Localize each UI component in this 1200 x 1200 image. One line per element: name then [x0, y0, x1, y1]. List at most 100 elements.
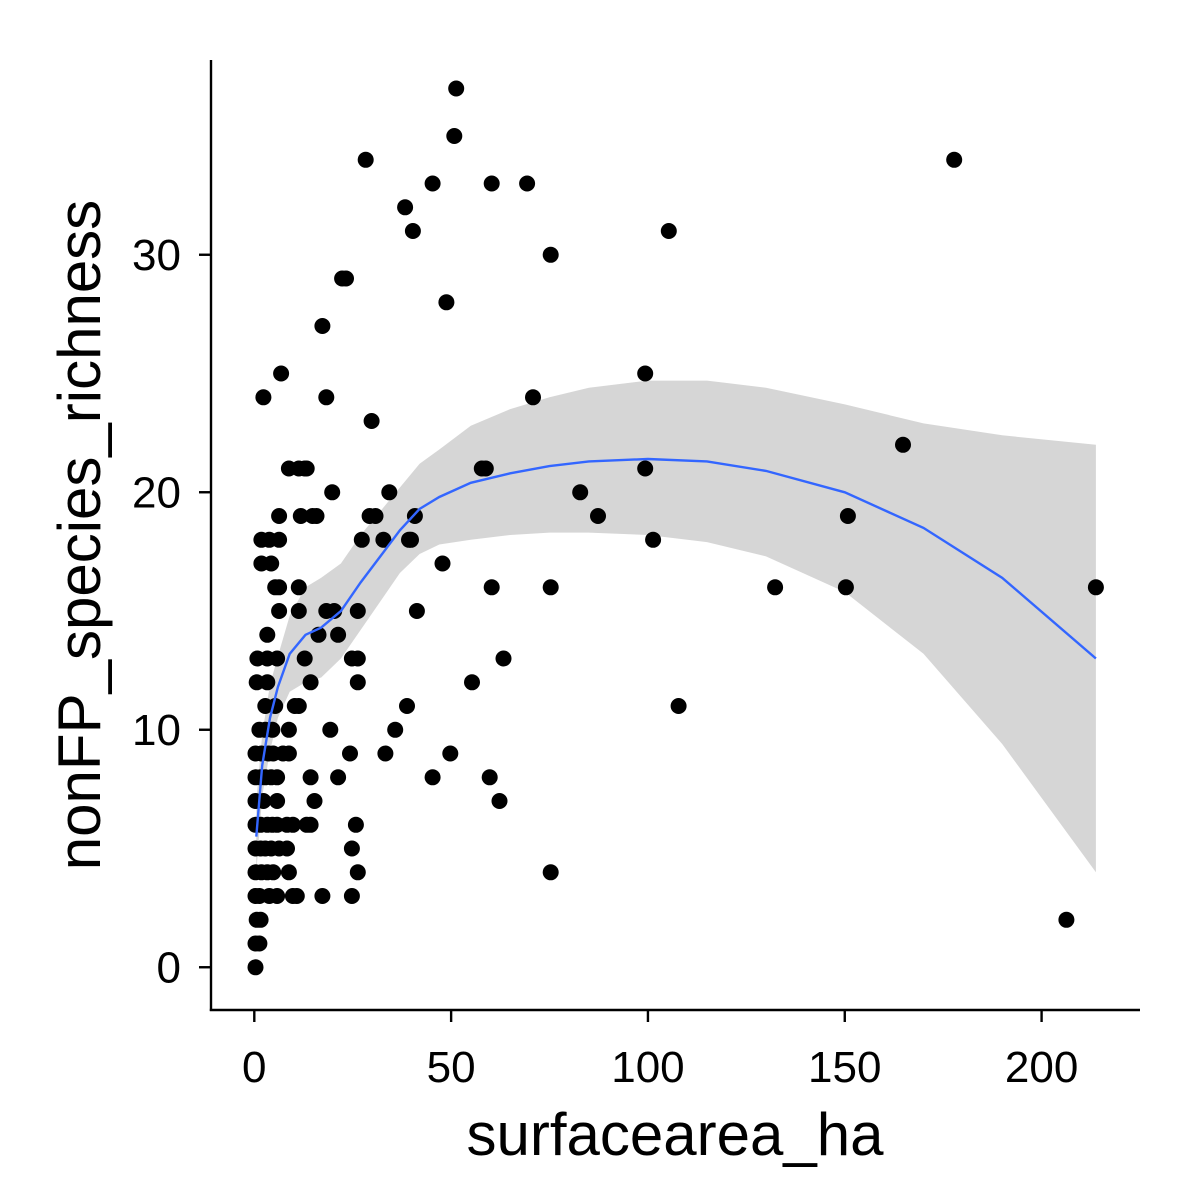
y-tick-label: 0: [157, 943, 181, 992]
smooth-line: [255, 457, 1097, 837]
data-point: [542, 579, 559, 596]
data-point: [322, 721, 339, 738]
x-axis-ticks: 0 50 100 150 200: [242, 1010, 1078, 1092]
data-point: [279, 840, 295, 857]
data-point: [491, 793, 508, 809]
data-point: [895, 436, 911, 453]
y-axis-ticks: 0 10 20 30: [132, 231, 211, 992]
data-point: [367, 508, 384, 524]
data-point: [349, 864, 366, 881]
y-tick-label: 20: [132, 468, 181, 517]
data-point: [280, 864, 297, 881]
data-point: [525, 389, 541, 406]
data-point: [837, 579, 854, 596]
data-point: [660, 223, 677, 239]
data-point: [280, 745, 297, 762]
data-point: [292, 508, 309, 524]
data-point: [397, 199, 414, 216]
data-point: [442, 745, 459, 762]
data-point: [269, 650, 286, 667]
data-point: [495, 650, 512, 667]
data-point: [286, 698, 303, 714]
data-point: [302, 816, 319, 833]
data-point: [946, 151, 963, 168]
data-point: [519, 175, 536, 192]
data-point: [290, 579, 307, 596]
data-point: [302, 674, 319, 691]
data-point: [338, 270, 354, 287]
data-point: [349, 674, 366, 691]
data-point: [252, 911, 269, 928]
data-point: [572, 484, 589, 501]
data-point: [296, 650, 313, 667]
data-point: [318, 389, 335, 406]
data-point: [670, 698, 687, 714]
data-point: [377, 745, 394, 762]
data-point: [464, 674, 480, 691]
data-point: [637, 365, 654, 382]
data-point: [424, 769, 441, 786]
data-point: [387, 721, 404, 738]
data-point: [255, 389, 272, 406]
data-point: [347, 816, 364, 833]
data-point: [767, 579, 784, 596]
data-point: [483, 579, 500, 596]
data-point: [326, 603, 343, 619]
data-point: [342, 745, 358, 762]
data-point: [637, 460, 654, 477]
data-point: [290, 603, 307, 619]
y-axis-title: nonFP_species_richness: [46, 200, 113, 870]
y-tick-label: 10: [132, 706, 181, 755]
confidence-band: [256, 380, 1096, 873]
data-point: [399, 698, 415, 714]
data-point: [271, 531, 288, 548]
data-points: [247, 80, 1104, 976]
x-tick-label: 150: [808, 1043, 881, 1092]
data-point: [349, 650, 366, 667]
data-point: [304, 508, 321, 524]
data-point: [271, 508, 288, 524]
x-axis-title: surfacearea_ha: [467, 1101, 885, 1168]
data-point: [259, 626, 276, 643]
data-point: [269, 888, 286, 904]
data-point: [481, 769, 498, 786]
data-point: [280, 721, 297, 738]
data-point: [343, 840, 360, 857]
data-point: [590, 508, 606, 524]
data-point: [271, 579, 288, 596]
data-point: [381, 484, 398, 501]
data-point: [288, 888, 305, 904]
data-point: [247, 959, 264, 976]
data-point: [349, 603, 366, 619]
data-point: [263, 555, 280, 572]
data-point: [645, 531, 662, 548]
data-point: [408, 603, 425, 619]
data-point: [403, 531, 419, 548]
data-point: [269, 793, 286, 809]
data-point: [477, 460, 494, 477]
data-point: [259, 674, 276, 691]
data-point: [284, 816, 301, 833]
data-point: [839, 508, 856, 524]
data-point: [324, 484, 341, 501]
data-point: [306, 793, 323, 809]
data-point: [1087, 579, 1104, 596]
data-point: [314, 318, 331, 334]
data-point: [353, 531, 370, 548]
data-point: [269, 769, 286, 786]
data-point: [363, 413, 380, 429]
data-point: [271, 603, 288, 619]
data-point: [542, 246, 559, 263]
x-tick-label: 50: [427, 1043, 476, 1092]
data-point: [446, 128, 463, 144]
data-point: [302, 769, 319, 786]
data-point: [357, 151, 374, 168]
data-point: [434, 555, 451, 572]
data-point: [251, 935, 268, 952]
data-point: [298, 460, 315, 477]
data-point: [273, 365, 290, 382]
data-point: [483, 175, 500, 192]
data-point: [330, 626, 347, 643]
data-point: [330, 769, 347, 786]
data-point: [424, 175, 441, 192]
